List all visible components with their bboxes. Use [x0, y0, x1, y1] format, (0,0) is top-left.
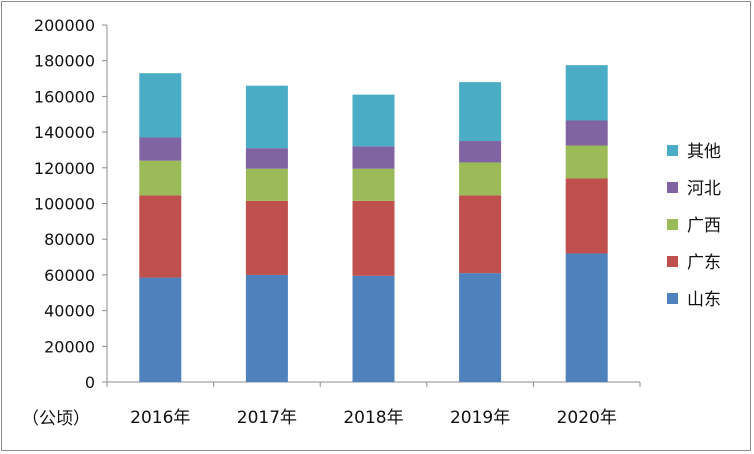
legend-swatch: [667, 256, 678, 267]
x-tick-label: 2017年: [237, 408, 297, 428]
bar-segment: [352, 168, 395, 201]
y-tick-label: 140000: [34, 123, 95, 142]
bar-segment: [139, 277, 182, 382]
bar-segment: [459, 82, 502, 142]
y-tick-label: 100000: [34, 195, 95, 214]
y-tick-label: 20000: [44, 337, 95, 356]
y-tick-label: 0: [85, 373, 95, 392]
x-tick-label: 2019年: [450, 408, 510, 428]
bar-segment: [459, 273, 502, 382]
bar-segment: [352, 275, 395, 382]
bar-segment: [459, 141, 502, 163]
bar-segment: [565, 178, 608, 254]
bar-segment: [565, 65, 608, 121]
y-tick-label: 80000: [44, 230, 95, 249]
bar-segment: [139, 73, 182, 138]
bar-segment: [352, 200, 395, 276]
bar-segment: [245, 148, 288, 169]
legend-swatch: [667, 293, 678, 304]
y-tick-label: 180000: [34, 52, 95, 71]
legend-label: 山东: [687, 290, 721, 310]
legend-swatch: [667, 145, 678, 156]
bar-segment: [245, 85, 288, 149]
bar-segment: [565, 120, 608, 146]
bar-segment: [459, 195, 502, 274]
y-tick-label: 120000: [34, 159, 95, 178]
bar-segment: [245, 168, 288, 201]
bar-segment: [245, 200, 288, 275]
bar-segment: [459, 162, 502, 196]
y-tick-label: 200000: [34, 16, 95, 35]
bar-segment: [565, 145, 608, 179]
legend-swatch: [667, 182, 678, 193]
bar-segment: [565, 253, 608, 382]
y-tick-label: 40000: [44, 302, 95, 321]
bar-segment: [352, 94, 395, 147]
legend-label: 广东: [687, 253, 721, 273]
x-tick-label: 2016年: [130, 408, 190, 428]
x-tick-labels: 2016年 2017年 2018年 2019年 2020年: [130, 408, 617, 428]
bar-segment: [139, 195, 182, 278]
legend-label: 其他: [687, 142, 721, 162]
legend-swatch: [667, 219, 678, 230]
bar-segment: [245, 274, 288, 382]
x-tick-label: 2020年: [557, 408, 617, 428]
bar-segment: [139, 160, 182, 196]
x-tick-label: 2018年: [343, 408, 403, 428]
legend-label: 河北: [687, 179, 721, 199]
y-tick-label: 60000: [44, 266, 95, 285]
bars: [139, 65, 608, 382]
bar-segment: [139, 137, 182, 161]
y-tick-labels: 0 20000 40000 60000 80000 100000 120000 140000 1…: [34, 16, 95, 392]
y-tick-label: 160000: [34, 87, 95, 106]
legend-label: 广西: [687, 216, 721, 236]
bar-segment: [352, 146, 395, 169]
y-unit-label: （公顷）: [22, 409, 90, 429]
